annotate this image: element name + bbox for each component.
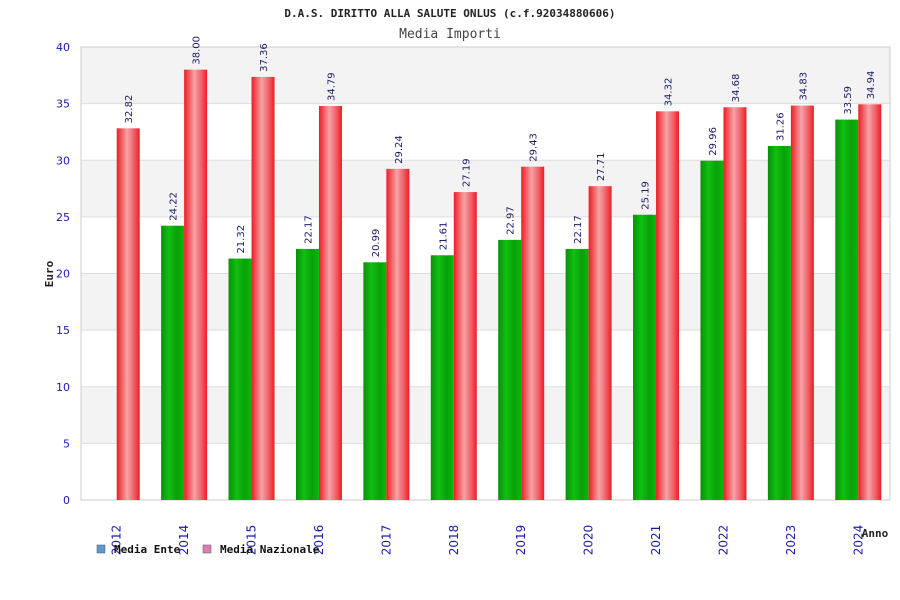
- bar-media-nazionale: [588, 186, 612, 500]
- x-axis: 2012 2014 2015 2016 2017 2018 2019 2020 2021 2022…: [110, 525, 866, 556]
- data-label: 27.19: [461, 158, 472, 187]
- grid-band: [81, 216, 890, 274]
- data-label: 32.82: [124, 95, 135, 124]
- grid-band: [81, 273, 890, 331]
- data-label: 34.79: [326, 72, 337, 101]
- x-tick-label: 2020: [582, 525, 596, 556]
- data-label: 33.59: [843, 86, 854, 115]
- legend-swatch: [202, 544, 212, 554]
- bar-media-nazionale: [251, 76, 275, 500]
- bar-media-ente: [767, 145, 791, 500]
- bar-media-ente: [363, 262, 387, 500]
- bar-media-nazionale: [790, 105, 814, 501]
- bar-media-nazionale: [521, 166, 545, 500]
- bar-media-nazionale: [656, 111, 680, 501]
- bar-media-ente: [700, 160, 724, 500]
- legend-item-label: Media Ente: [114, 543, 181, 556]
- bar-media-nazionale: [318, 106, 342, 501]
- data-label: 34.32: [664, 78, 675, 107]
- chart-subtitle: Media Importi: [399, 27, 501, 42]
- bar-media-ente: [430, 255, 454, 500]
- x-tick-label: 2021: [649, 525, 663, 556]
- bar-media-nazionale: [386, 168, 410, 500]
- data-label: 25.19: [641, 181, 652, 210]
- bar-media-nazionale: [723, 107, 747, 501]
- legend-item-label: Media Nazionale: [220, 543, 320, 556]
- x-tick-label: 2015: [245, 525, 259, 556]
- bar-media-ente: [633, 214, 657, 500]
- x-tick-label: 2018: [447, 525, 461, 556]
- data-label: 21.32: [236, 225, 247, 254]
- data-label: 22.17: [573, 215, 584, 244]
- data-label: 34.83: [798, 72, 809, 101]
- data-label: 29.24: [394, 135, 405, 164]
- bar-media-ente: [835, 119, 859, 500]
- x-axis-label: Anno: [862, 527, 889, 540]
- x-tick-label: 2017: [379, 525, 393, 556]
- chart-title: D.A.S. DIRITTO ALLA SALUTE ONLUS (c.f.92…: [284, 7, 615, 20]
- data-label: 34.68: [731, 74, 742, 103]
- bar-media-nazionale: [116, 128, 140, 500]
- data-label: 27.71: [596, 153, 607, 182]
- grid-band: [81, 386, 890, 444]
- legend-swatch: [96, 544, 106, 554]
- bars: 32.82 24.22 38.00 21.32 37.36 22.17 34.79 20.99…: [116, 36, 882, 501]
- bar-media-ente: [565, 248, 589, 500]
- y-tick-label: 40: [56, 41, 70, 54]
- bar-media-ente: [161, 225, 185, 500]
- x-tick-label: 2023: [784, 525, 798, 556]
- data-label: 24.22: [169, 192, 180, 221]
- grid-band: [81, 330, 890, 387]
- bar-media-nazionale: [858, 104, 882, 500]
- data-label: 31.26: [775, 112, 786, 141]
- plot-border: [80, 46, 891, 501]
- data-label: 34.94: [866, 71, 877, 100]
- grid-band: [81, 47, 890, 104]
- grid-band: [81, 160, 890, 217]
- bar-media-ente: [498, 239, 522, 500]
- y-tick-label: 0: [63, 494, 70, 507]
- x-tick-label: 2022: [716, 525, 730, 556]
- y-tick-label: 35: [56, 98, 70, 111]
- data-label: 22.97: [506, 206, 517, 235]
- data-label: 20.99: [371, 229, 382, 258]
- data-label: 38.00: [192, 36, 203, 65]
- data-label: 29.96: [708, 127, 719, 156]
- data-label: 21.61: [438, 222, 449, 251]
- x-tick-label: 2019: [514, 525, 528, 556]
- y-axis-label: Euro: [43, 260, 56, 287]
- y-tick-label: 15: [56, 324, 70, 337]
- legend: Media Ente Media Nazionale: [96, 543, 320, 556]
- y-axis: 0 5 10 15 20 25 30 35 40: [56, 41, 70, 507]
- bar-media-ente: [295, 248, 319, 500]
- grid-band: [81, 443, 890, 500]
- plot-area: [80, 46, 891, 501]
- grid-band: [81, 103, 890, 161]
- x-tick-label: 2014: [177, 525, 191, 556]
- y-tick-label: 10: [56, 381, 70, 394]
- x-tick-label: 2016: [312, 525, 326, 556]
- data-label: 29.43: [529, 133, 540, 162]
- y-tick-label: 25: [56, 211, 70, 224]
- bar-media-ente: [228, 258, 252, 500]
- y-tick-label: 20: [56, 268, 70, 281]
- y-tick-label: 30: [56, 154, 70, 167]
- y-tick-label: 5: [63, 437, 70, 450]
- data-label: 37.36: [259, 43, 270, 72]
- bar-media-nazionale: [184, 69, 208, 501]
- x-tick-label: 2012: [110, 525, 124, 556]
- x-tick-label: 2024: [851, 525, 865, 556]
- bar-media-nazionale: [453, 192, 477, 501]
- data-label: 22.17: [303, 215, 314, 244]
